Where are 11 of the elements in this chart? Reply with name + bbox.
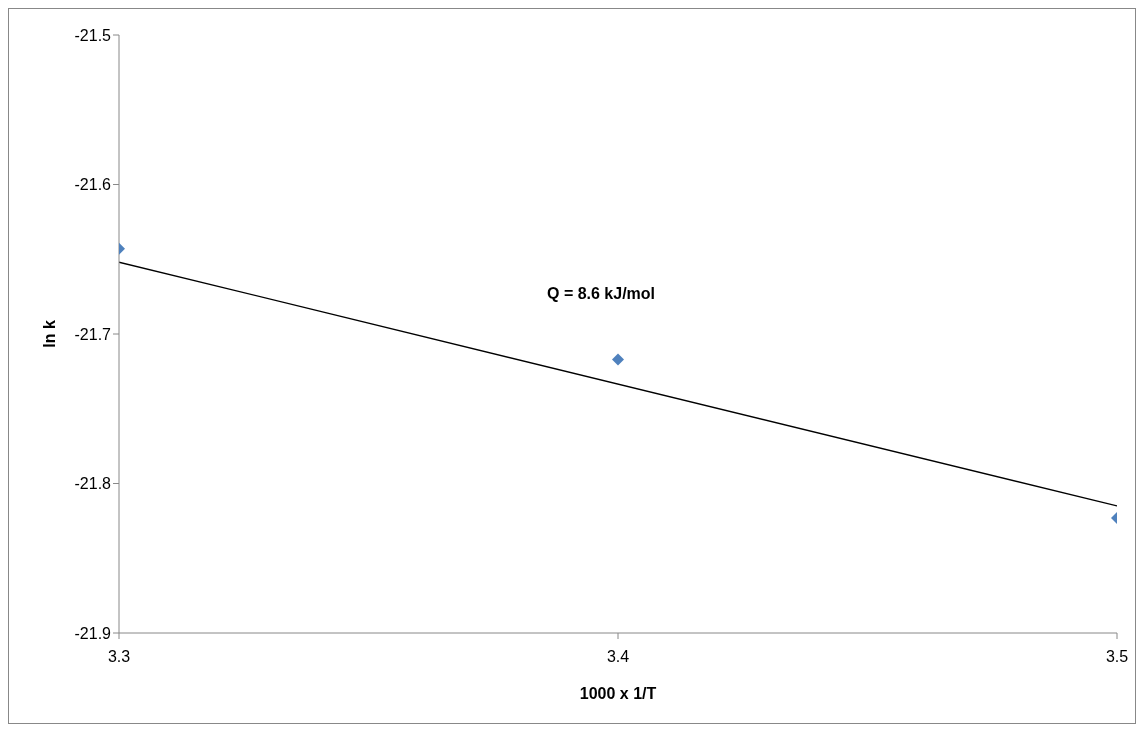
y-tick-label: -21.5 xyxy=(74,26,112,44)
annotation: Q = 8.6 kJ/mol xyxy=(547,285,656,303)
y-axis-title: ln k xyxy=(40,320,58,348)
x-axis-title: 1000 x 1/T xyxy=(579,685,657,702)
x-tick-label: 3.4 xyxy=(606,648,630,666)
x-tick-label: 3.5 xyxy=(1105,648,1129,666)
y-tick-label: -21.6 xyxy=(74,176,112,194)
y-tick-label: -21.9 xyxy=(74,624,112,642)
y-tick-label: -21.8 xyxy=(74,475,112,493)
y-tick-label: -21.7 xyxy=(74,325,112,343)
x-tick-label: 3.3 xyxy=(107,648,131,666)
